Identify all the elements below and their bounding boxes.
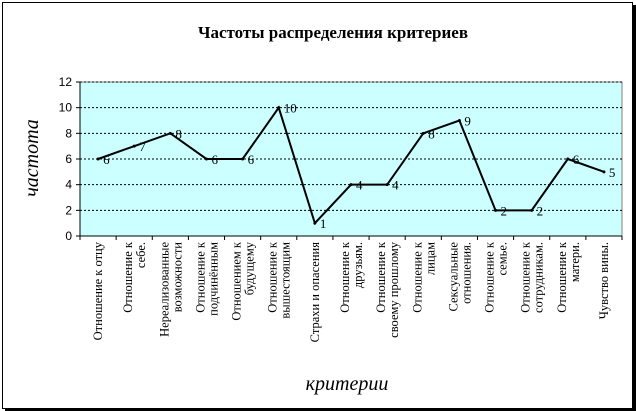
data-point xyxy=(421,131,425,135)
data-label: 6 xyxy=(103,152,110,167)
data-label: 7 xyxy=(139,139,146,154)
y-axis-label: частота xyxy=(21,119,43,197)
x-tick-label: Отношением кбудущему xyxy=(230,241,257,321)
x-tick-label: Нереализованныевозможности xyxy=(157,242,184,337)
data-label: 1 xyxy=(320,216,327,231)
x-tick-label: Отношение ксотрудникам. xyxy=(519,241,546,313)
data-point xyxy=(457,119,461,122)
data-point xyxy=(349,183,353,187)
y-tick-label: 10 xyxy=(59,101,73,115)
data-point xyxy=(566,157,570,161)
x-tick-label: Отношение кматери. xyxy=(555,241,582,313)
x-tick-label: Отношение к отцу xyxy=(91,241,105,340)
y-tick-label: 0 xyxy=(65,229,72,243)
data-label: 9 xyxy=(464,114,471,129)
x-tick-label: Отношение квышестоящим xyxy=(266,241,293,319)
chart-title: Частоты распределения критериев xyxy=(198,23,468,42)
data-label: 6 xyxy=(248,152,255,167)
data-point xyxy=(277,106,281,110)
x-tick-label: Отношение кдрузьям. xyxy=(338,241,365,313)
x-tick-label: Сексуальныеотношения. xyxy=(446,242,473,312)
data-label: 2 xyxy=(501,203,508,218)
data-point xyxy=(602,170,606,174)
data-label: 4 xyxy=(392,178,399,193)
data-point xyxy=(530,208,534,212)
x-tick-label: Отношение ксемье. xyxy=(483,241,510,313)
x-tick-label: Отношение кподчинённым xyxy=(193,241,220,316)
data-label: 6 xyxy=(573,152,580,167)
x-tick-label: Отношение ксебе. xyxy=(121,241,148,313)
data-point xyxy=(96,157,100,161)
data-point xyxy=(241,157,245,161)
data-point xyxy=(494,208,498,212)
y-tick-label: 8 xyxy=(65,126,72,140)
x-axis-label: критерии xyxy=(306,373,389,395)
x-tick-label: Отношение ксвоему прошлому xyxy=(374,241,401,338)
y-tick-label: 2 xyxy=(65,203,72,217)
data-point xyxy=(132,144,136,148)
x-tick-label: Страхи и опасения xyxy=(308,242,322,343)
data-point xyxy=(313,221,317,225)
x-tick-label: Чувство вины. xyxy=(597,242,611,319)
data-label: 8 xyxy=(175,126,182,141)
y-tick-label: 6 xyxy=(65,152,72,166)
data-point xyxy=(168,131,172,135)
data-label: 4 xyxy=(356,178,363,193)
x-tick-label: Отношение клицам xyxy=(410,241,437,313)
y-tick-label: 4 xyxy=(65,178,72,192)
data-point xyxy=(385,183,389,187)
data-label: 2 xyxy=(537,203,544,218)
data-label: 10 xyxy=(284,101,297,116)
data-label: 5 xyxy=(609,165,616,180)
data-label: 6 xyxy=(211,152,218,167)
data-label: 8 xyxy=(428,126,435,141)
data-point xyxy=(204,157,208,161)
y-tick-label: 12 xyxy=(59,75,73,89)
